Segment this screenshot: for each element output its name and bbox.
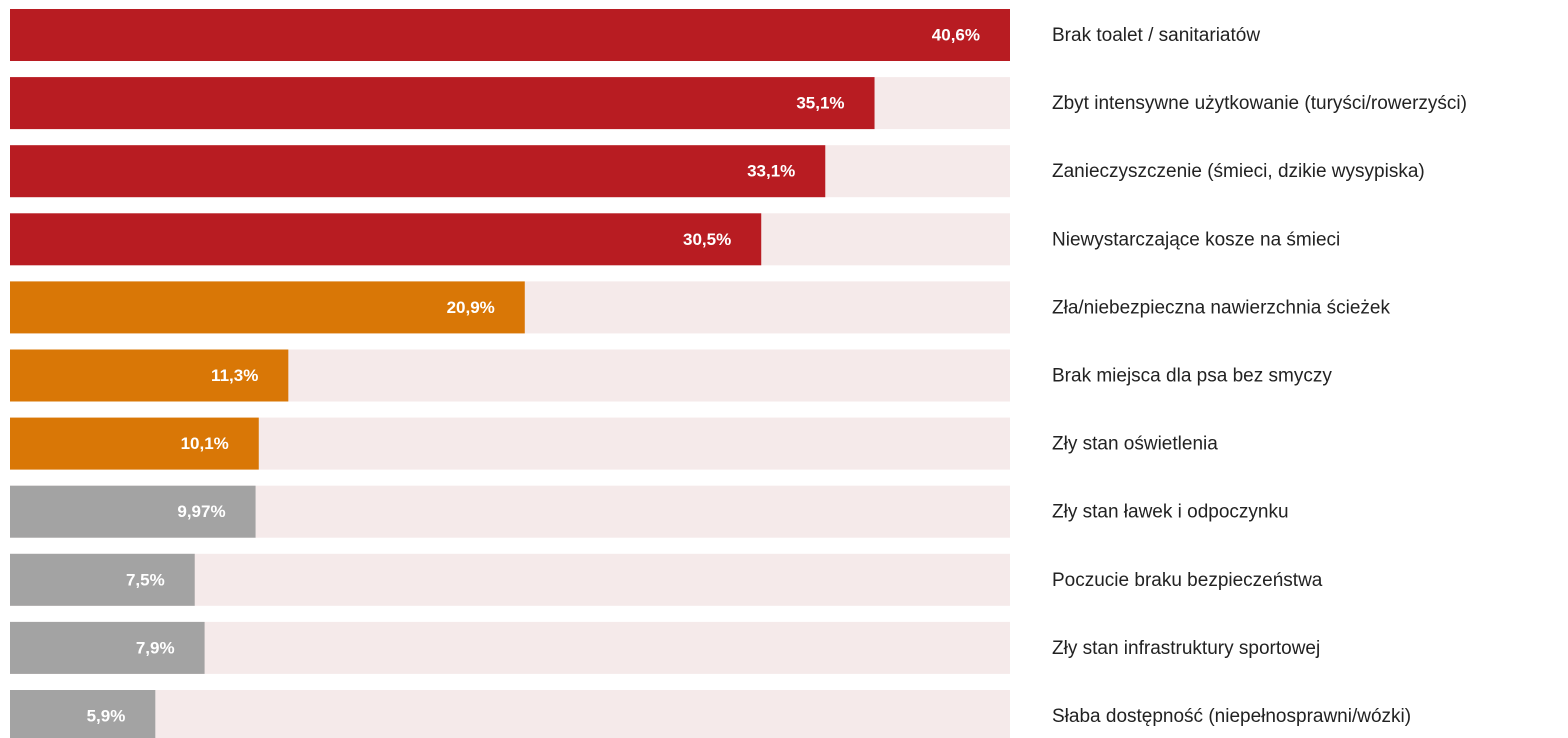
bar	[10, 349, 289, 402]
bar	[10, 9, 1010, 61]
bar	[10, 485, 256, 538]
value-label: 11,3%	[211, 366, 258, 385]
category-label: Brak miejsca dla psa bez smyczy	[1052, 366, 1332, 387]
value-label: 35,1%	[796, 94, 844, 113]
value-label: 30,5%	[683, 230, 731, 249]
value-label: 5,9%	[87, 706, 126, 725]
category-label: Zanieczyszczenie (śmieci, dzikie wysypis…	[1052, 161, 1425, 182]
bar	[10, 77, 875, 130]
value-label: 20,9%	[447, 298, 495, 317]
category-label: Słaba dostępność (niepełnosprawni/wózki)	[1052, 706, 1411, 727]
bar	[10, 553, 195, 606]
value-label: 10,1%	[181, 434, 229, 453]
bar	[10, 281, 525, 334]
category-label: Niewystarczające kosze na śmieci	[1052, 229, 1340, 250]
value-label: 7,9%	[136, 638, 175, 657]
value-label: 7,5%	[126, 570, 165, 589]
value-label: 33,1%	[747, 162, 795, 181]
category-label: Zły stan infrastruktury sportowej	[1052, 638, 1320, 659]
category-label: Zły stan oświetlenia	[1052, 434, 1218, 455]
bar	[10, 145, 826, 198]
category-label: Zły stan ławek i odpoczynku	[1052, 502, 1289, 523]
category-label: Zbyt intensywne użytkowanie (turyści/row…	[1052, 93, 1467, 114]
value-label: 9,97%	[177, 502, 225, 521]
bar	[10, 417, 259, 470]
bar	[10, 621, 205, 674]
bar-track	[10, 690, 1010, 738]
category-label: Brak toalet / sanitariatów	[1052, 25, 1260, 46]
bar	[10, 213, 762, 266]
category-label: Zła/niebezpieczna nawierzchnia ścieżek	[1052, 297, 1390, 318]
bar	[10, 690, 156, 738]
category-label: Poczucie braku bezpieczeństwa	[1052, 570, 1323, 591]
value-label: 40,6%	[932, 25, 980, 44]
